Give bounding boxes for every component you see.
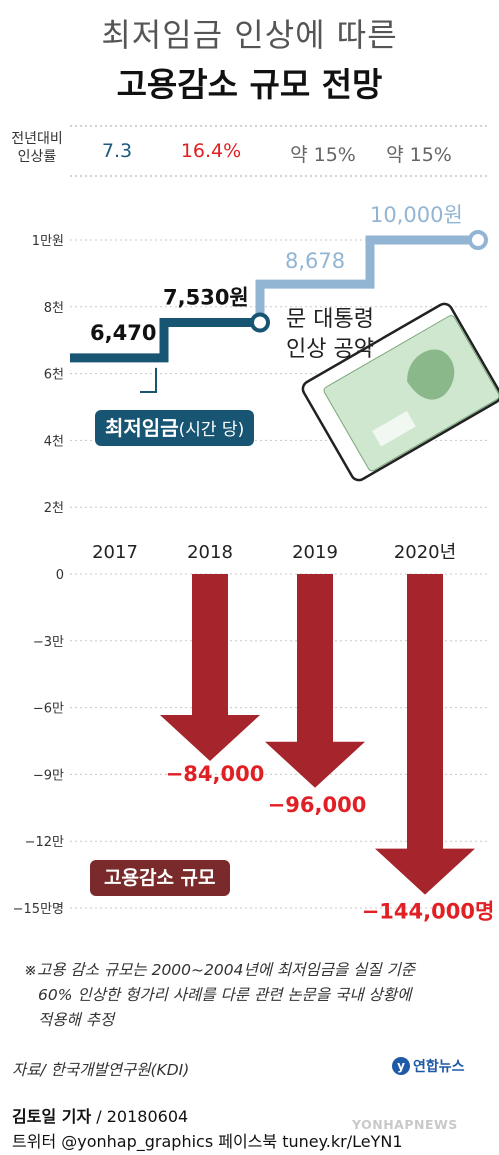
- employment-y-tick-label: −12만: [25, 835, 64, 850]
- employment-value-label: −144,000명: [362, 900, 495, 924]
- pledge-label-line2: 인상 공약: [286, 337, 374, 362]
- wage-label-2020: 10,000원: [370, 203, 463, 227]
- x-axis-label: 2018: [187, 542, 233, 563]
- min-wage-badge: 최저임금(시간 당): [95, 410, 255, 446]
- employment-y-tick-label: −6만: [33, 702, 64, 717]
- wage-label-2017: 6,470: [90, 321, 156, 345]
- value-labels: 6,470 7,530원 8,678 10,000원 −84,000−96,000 −14…: [90, 203, 494, 924]
- employment-arrow-bar: [265, 574, 365, 788]
- employment-value-label: −96,000: [268, 793, 367, 817]
- employment-y-tick-label: −15만명: [13, 902, 64, 917]
- banknote-stripe: [372, 410, 416, 447]
- rate-row-label-line1: 전년대비: [11, 131, 63, 147]
- wage-y-tick-label: 1만원: [32, 234, 64, 249]
- pledge-label-line1: 문 대통령: [286, 307, 374, 332]
- employment-y-tick-label: −9만: [33, 768, 64, 783]
- source: 자료/ 한국개발연구원(KDI): [12, 1061, 190, 1079]
- x-axis-labels: 2017 2018 2019 2020년: [92, 542, 456, 563]
- rate-row-label: 전년대비 인상률: [4, 130, 70, 166]
- watermark: YONHAPNEWS: [352, 1117, 458, 1132]
- footnote: ※고용 감소 규모는 2000~2004년에 최저임금을 실질 기준 60% 인…: [24, 958, 489, 1033]
- min-wage-badge-title: 최저임금: [105, 416, 179, 440]
- report-date: / 20180604: [91, 1107, 189, 1126]
- employment-badge: 고용감소 규모: [90, 860, 230, 896]
- x-axis-label: 2017: [92, 542, 138, 563]
- employment-value-label: −84,000: [166, 762, 265, 786]
- rate-2019: 약 15%: [290, 144, 356, 166]
- wage-label-2019: 8,678: [285, 249, 345, 273]
- wage-label-2018: 7,530원: [163, 285, 249, 309]
- yonhap-logo: y 연합뉴스: [392, 1056, 465, 1076]
- x-axis-label: 2019: [292, 542, 338, 563]
- footnote-line1: ※고용 감소 규모는 2000~2004년에 최저임금을 실질 기준: [24, 961, 416, 979]
- wage-y-tick-label: 8천: [44, 301, 64, 316]
- wage-point-2018: [250, 312, 270, 333]
- banknote-front: [323, 315, 499, 472]
- employment-arrow-bar: [160, 574, 260, 762]
- rate-row-label-line2: 인상률: [17, 149, 57, 165]
- y-axis-ticks: 2천 4천 6천 8천 1만원 0 −3만 −6만 −9만 −12만 −15만명: [13, 234, 64, 917]
- reporter-name: 김토일 기자: [12, 1107, 92, 1126]
- pledge-wage-line: [255, 235, 478, 323]
- employment-bars: [160, 574, 475, 895]
- social-credit: 트위터 @yonhap_graphics 페이스북 tuney.kr/LeYN1: [12, 1132, 403, 1151]
- banknote-portrait: [407, 349, 455, 400]
- chart-title-line1: 최저임금 인상에 따른: [101, 16, 398, 54]
- yonhap-logo-text: 연합뉴스: [413, 1059, 465, 1075]
- reporter-credit: 김토일 기자 / 20180604: [12, 1103, 188, 1127]
- employment-y-tick-label: 0: [56, 568, 64, 583]
- wage-point-2020: [468, 230, 488, 250]
- yonhap-logo-icon: y: [392, 1057, 410, 1075]
- badge-connector: [140, 367, 157, 393]
- rate-2018: 16.4%: [180, 140, 242, 162]
- chart-title-line2: 고용감소 규모 전망: [116, 65, 383, 104]
- min-wage-badge-unit: (시간 당): [178, 420, 245, 440]
- banknote-illustration: [301, 302, 499, 482]
- employment-y-tick-label: −3만: [33, 635, 64, 650]
- x-axis-label: 2020년: [394, 542, 456, 563]
- wage-y-tick-label: 2천: [44, 501, 64, 516]
- actual-wage-line: [70, 317, 260, 363]
- wage-y-tick-label: 4천: [44, 434, 64, 449]
- rate-2017: 7.3: [101, 140, 133, 162]
- wage-lines: [70, 230, 488, 393]
- footnote-line2: 60% 인상한 헝가리 사례를 다룬 관련 논문을 국내 상황에: [38, 986, 412, 1004]
- employment-arrow-bar: [375, 574, 475, 895]
- rate-2020: 약 15%: [386, 144, 452, 166]
- footnote-line3: 적용해 추정: [38, 1011, 115, 1029]
- wage-y-tick-label: 6천: [44, 368, 64, 383]
